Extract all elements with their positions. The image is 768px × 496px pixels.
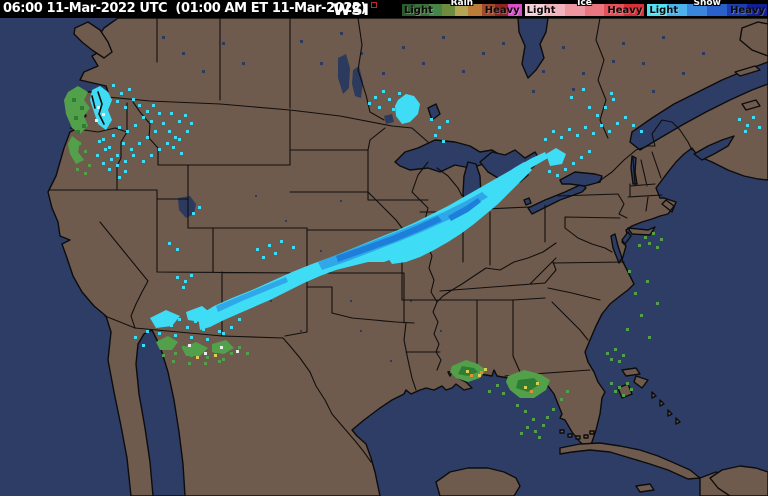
legend-group-ice: Ice Light Heavy: [524, 0, 645, 18]
legend-heavy-label: Heavy: [730, 4, 766, 16]
jamaica: [635, 483, 655, 493]
snow-ontario: [546, 148, 566, 166]
puget-sound-channels: [91, 91, 105, 125]
timestamp-label: 06:00 11-Mar-2022 UTC (01:00 AM ET 11-Ma…: [3, 1, 367, 16]
rain-olympic: [64, 86, 90, 164]
chesapeake-bay: [610, 233, 623, 264]
lake-erie: [527, 183, 587, 215]
legend-gradient-ice: [524, 4, 645, 16]
great-salt-lake: [178, 196, 196, 218]
cuba: [559, 442, 701, 480]
legend-light-label: Light: [649, 4, 679, 16]
legend-title-rain: Rain: [450, 0, 474, 8]
legend-gradient-snow: [647, 4, 768, 16]
vancouver-island: [73, 21, 113, 59]
legend-group-snow: Snow Light Heavy: [647, 0, 768, 18]
hispaniola: [709, 465, 768, 496]
legend-heavy-label: Heavy: [607, 4, 643, 16]
lake-nipigon: [427, 103, 441, 121]
anticosti-island: [734, 65, 761, 77]
legend-light-label: Light: [526, 4, 556, 16]
rain-olympic-heavy: [72, 98, 86, 134]
water-bodies: [135, 18, 768, 496]
st-lawrence-gulf: [629, 61, 768, 151]
bay-of-fundy: [693, 135, 735, 161]
long-island: [627, 226, 656, 236]
legend-heavy-label: Heavy: [484, 4, 520, 16]
snow-band-nm-core: [216, 277, 288, 312]
legend-group-rain: Rain Light Heavy: [402, 0, 522, 18]
prince-edward-island: [741, 99, 761, 111]
precip-legend: Rain Light Heavy Ice Light Heavy Snow Li…: [402, 0, 768, 18]
wsi-logo: WSI: [333, 0, 377, 19]
wsi-trademark-icon: [370, 2, 377, 8]
newfoundland: [739, 21, 768, 57]
precipitation-layer: [64, 84, 761, 439]
radar-map: [0, 18, 768, 496]
legend-title-ice: Ice: [577, 0, 592, 8]
delaware-bay: [621, 231, 632, 245]
legend-light-label: Light: [404, 4, 433, 16]
lake-ontario: [559, 171, 603, 187]
florida-keys: [559, 429, 595, 440]
lake-of-the-woods: [384, 114, 394, 124]
snow-band-core: [336, 198, 481, 262]
yucatan: [435, 467, 521, 496]
atlantic-canada-islands: [734, 21, 768, 111]
lake-winnipeg: [338, 54, 363, 98]
rain-gulf-heavy: [516, 378, 540, 392]
legend-title-snow: Snow: [693, 0, 721, 8]
bahamas: [617, 367, 681, 425]
snow-arizona: [150, 306, 212, 328]
islands: [73, 21, 768, 496]
lake-st-clair: [523, 197, 532, 206]
status-bar: 06:00 11-Mar-2022 UTC (01:00 AM ET 11-Ma…: [0, 0, 768, 19]
legend-gradient-rain: [402, 4, 522, 16]
state-borders: [49, 18, 693, 463]
snow-minnesota: [395, 94, 420, 124]
james-bay: [517, 18, 549, 79]
